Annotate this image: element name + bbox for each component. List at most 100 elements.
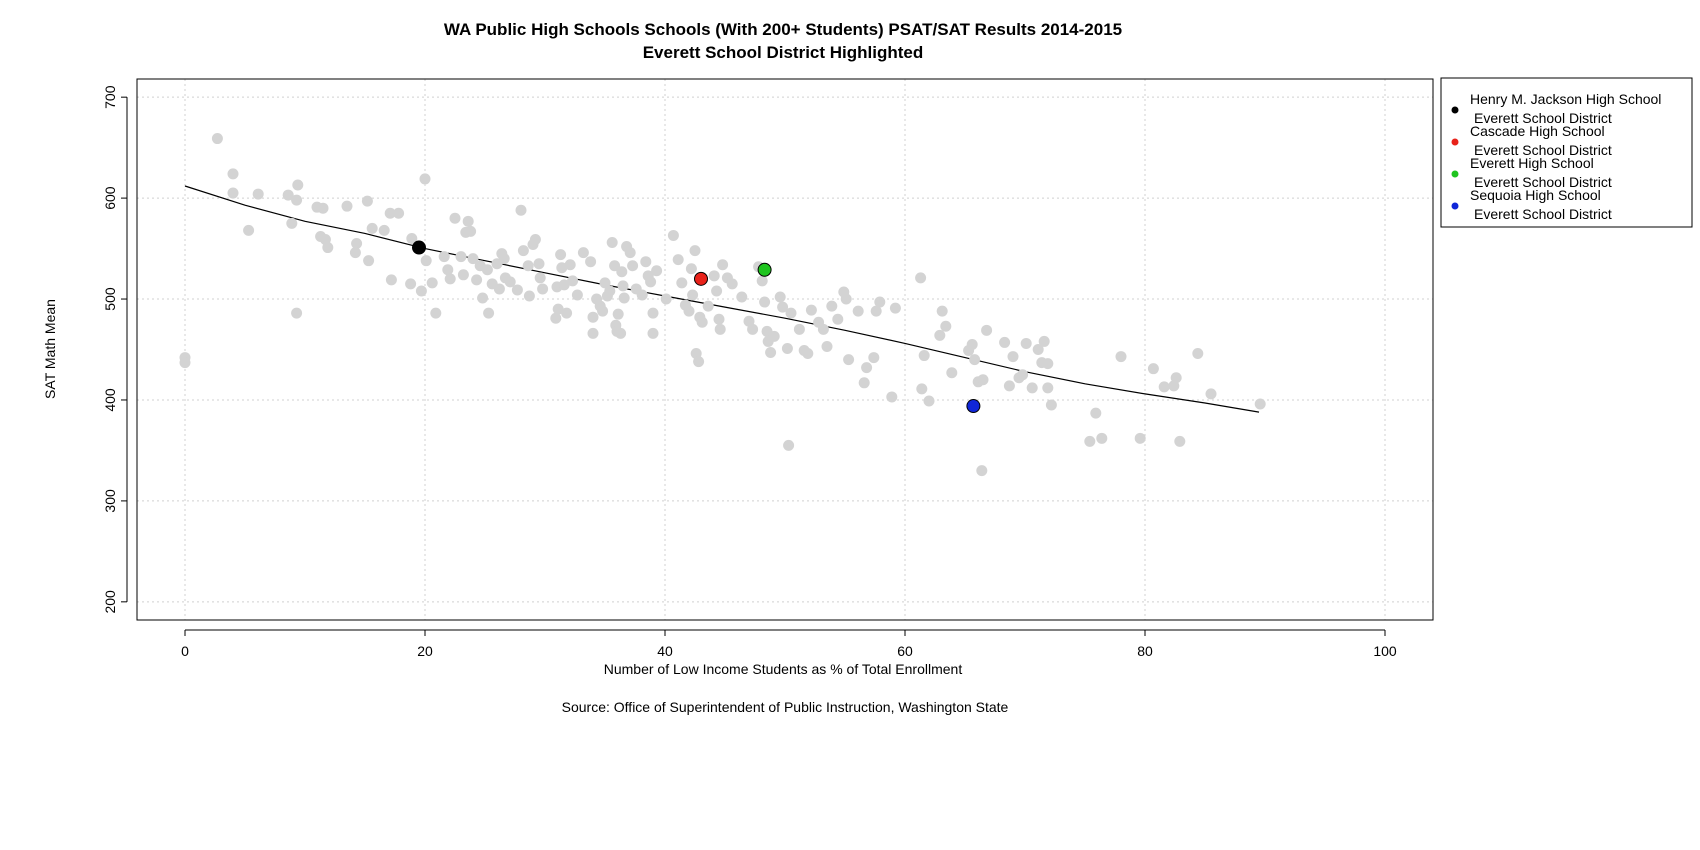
school-point — [689, 245, 701, 257]
legend-box — [1440, 77, 1693, 228]
school-point — [647, 327, 659, 339]
school-point — [915, 272, 927, 284]
school-point — [462, 215, 474, 227]
school-point — [618, 292, 630, 304]
school-point — [406, 232, 418, 244]
legend-district-name: Everett School District — [1474, 206, 1612, 222]
school-point — [419, 173, 431, 185]
school-point — [1115, 351, 1127, 363]
school-point — [817, 323, 829, 335]
school-point — [1170, 372, 1182, 384]
school-point — [415, 285, 427, 297]
school-point — [616, 266, 628, 278]
school-point — [561, 307, 573, 319]
y-tick-label: 300 — [102, 489, 118, 513]
highlighted-school-point — [694, 271, 708, 286]
school-point — [966, 338, 978, 350]
y-axis-label: SAT Math Mean — [42, 299, 58, 399]
legend-marker — [1451, 138, 1459, 146]
school-point — [341, 200, 353, 212]
school-point — [577, 247, 589, 259]
school-point — [793, 323, 805, 335]
school-point — [636, 289, 648, 301]
school-point — [858, 377, 870, 389]
school-point — [821, 340, 833, 352]
school-point — [617, 280, 629, 292]
legend-marker — [1451, 106, 1459, 114]
school-point — [493, 283, 505, 295]
x-tick-label: 60 — [897, 643, 913, 659]
school-point — [292, 179, 304, 191]
school-point — [802, 348, 814, 360]
school-point — [361, 195, 373, 207]
school-point — [556, 262, 568, 274]
school-point — [286, 217, 298, 229]
y-axis: 200 300 400 500 600 700 — [102, 85, 128, 614]
school-point — [976, 465, 988, 477]
school-point — [777, 301, 789, 313]
chart-subtitle: Everett School District Highlighted — [643, 43, 924, 62]
school-point — [981, 324, 993, 336]
school-point — [481, 264, 493, 276]
background-points — [179, 133, 1266, 477]
school-point — [805, 304, 817, 316]
school-point — [1205, 388, 1217, 400]
school-point — [936, 305, 948, 317]
school-point — [529, 233, 541, 245]
school-point — [702, 300, 714, 312]
school-point — [564, 259, 576, 271]
school-point — [736, 291, 748, 303]
trend-line-group — [184, 185, 1260, 413]
school-point — [687, 289, 699, 301]
school-point — [587, 327, 599, 339]
school-point — [363, 255, 375, 267]
school-point — [571, 289, 583, 301]
school-point — [243, 224, 255, 236]
x-tick-label: 40 — [657, 643, 673, 659]
school-point — [826, 300, 838, 312]
school-point — [1042, 358, 1054, 370]
x-tick-label: 100 — [1373, 643, 1397, 659]
school-point — [660, 293, 672, 305]
school-point — [322, 242, 334, 254]
highlighted-points — [412, 240, 981, 414]
school-point — [567, 275, 579, 287]
school-point — [597, 305, 609, 317]
school-point — [227, 168, 239, 180]
legend-marker — [1451, 202, 1459, 210]
school-point — [843, 354, 855, 366]
legend: Henry M. Jackson High School Everett Scho… — [1440, 77, 1693, 228]
legend-district-name: Everett School District — [1474, 174, 1612, 190]
school-point — [627, 260, 639, 272]
school-point — [870, 305, 882, 317]
school-point — [713, 313, 725, 325]
school-point — [615, 327, 627, 339]
school-point — [940, 320, 952, 332]
y-tick-label: 600 — [102, 186, 118, 210]
school-point — [756, 275, 768, 287]
school-point — [747, 323, 759, 335]
school-point — [1096, 432, 1108, 444]
school-point — [291, 307, 303, 319]
legend-school-name: Everett High School — [1470, 155, 1594, 171]
school-point — [465, 225, 477, 237]
school-point — [708, 270, 720, 282]
school-point — [1174, 435, 1186, 447]
school-point — [683, 305, 695, 317]
highlighted-school-point — [412, 240, 426, 255]
highlighted-school-point — [757, 262, 772, 277]
school-point — [1017, 369, 1029, 381]
school-point — [349, 247, 361, 259]
school-point — [1084, 435, 1096, 447]
school-point — [840, 293, 852, 305]
x-axis: 0 20 40 60 80 100 — [181, 629, 1397, 659]
school-point — [317, 202, 329, 214]
x-tick-label: 0 — [181, 643, 189, 659]
school-point — [714, 323, 726, 335]
school-point — [1147, 363, 1159, 375]
school-point — [785, 307, 797, 319]
school-point — [537, 283, 549, 295]
school-point — [1042, 382, 1054, 394]
school-point — [604, 285, 616, 297]
school-point — [916, 383, 928, 395]
